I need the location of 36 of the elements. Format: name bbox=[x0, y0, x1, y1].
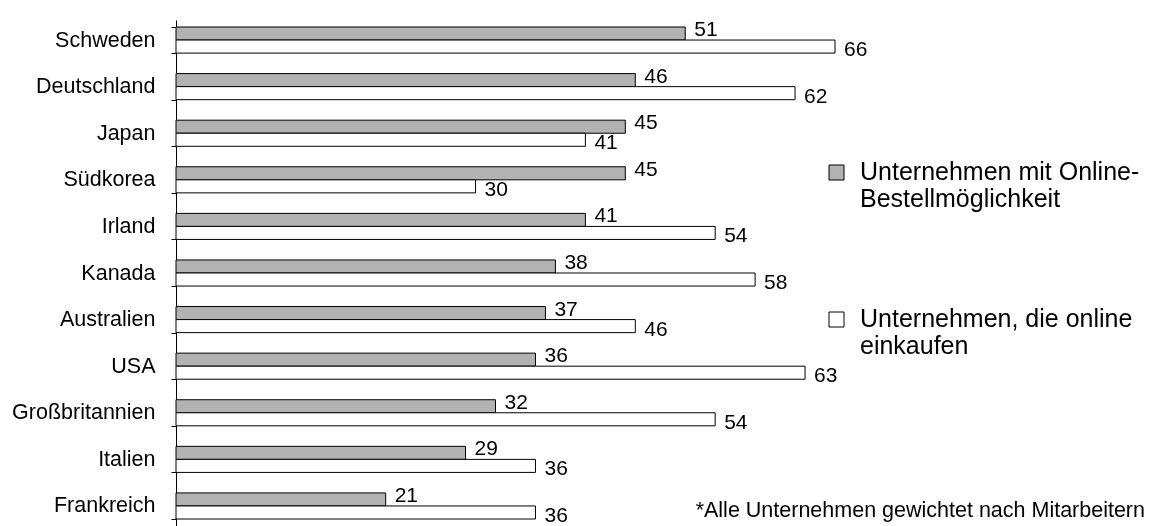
data-label: 29 bbox=[474, 436, 498, 460]
data-label: 41 bbox=[594, 130, 618, 154]
data-label: 62 bbox=[804, 83, 828, 107]
data-label: 54 bbox=[724, 409, 748, 433]
data-label: 46 bbox=[644, 63, 668, 87]
y-tick-label: Südkorea bbox=[63, 167, 156, 192]
data-label: 37 bbox=[554, 296, 578, 320]
y-tick-label: Australien bbox=[59, 307, 156, 332]
data-label: 46 bbox=[644, 316, 668, 340]
data-label: 36 bbox=[544, 502, 568, 526]
legend-label: Unternehmen, die online einkaufen bbox=[860, 303, 1133, 359]
data-label: 63 bbox=[814, 363, 838, 387]
y-tick-label: USA bbox=[111, 353, 157, 378]
data-label: 21 bbox=[394, 482, 419, 506]
y-tick-label: Schweden bbox=[55, 27, 156, 52]
data-label: 45 bbox=[634, 156, 658, 180]
data-label: 38 bbox=[564, 249, 588, 273]
y-tick-label: Japan bbox=[96, 120, 156, 145]
y-tick-label: Großbritannien bbox=[12, 400, 156, 425]
legend-label: Unternehmen mit Online-Bestellmöglichkeit bbox=[860, 156, 1140, 212]
y-tick-label: Irland bbox=[101, 213, 156, 238]
data-label: 54 bbox=[724, 223, 748, 247]
annotation: *Alle Unternehmen gewichtet nach Mitarbeitern bbox=[695, 498, 1145, 522]
y-tick-label: Frankreich bbox=[53, 493, 156, 518]
data-label: 36 bbox=[544, 343, 568, 367]
data-label: 41 bbox=[594, 203, 618, 227]
data-label: 32 bbox=[504, 389, 528, 413]
data-label: 51 bbox=[694, 17, 718, 41]
data-label: 58 bbox=[764, 270, 788, 294]
y-tick-label: Italien bbox=[98, 446, 156, 471]
y-tick-label: Kanada bbox=[81, 260, 156, 285]
data-label: 45 bbox=[634, 110, 658, 134]
y-tick-label: Deutschland bbox=[35, 74, 156, 99]
data-label: 66 bbox=[844, 37, 868, 61]
data-label: 30 bbox=[484, 176, 508, 200]
data-label: 36 bbox=[544, 456, 568, 480]
